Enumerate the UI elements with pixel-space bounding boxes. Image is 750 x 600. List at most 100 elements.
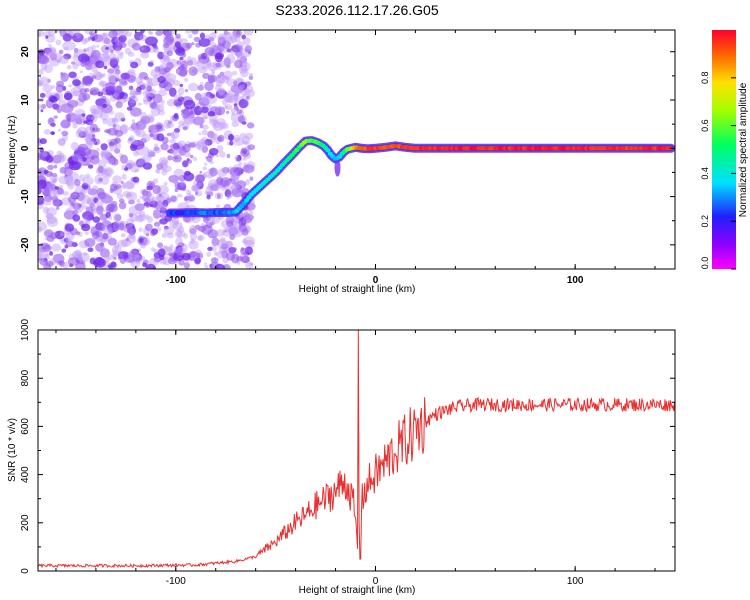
noise-dot <box>226 220 234 228</box>
noise-dot <box>185 30 191 34</box>
noise-dot <box>107 264 114 269</box>
noise-dot <box>208 148 219 156</box>
noise-dot <box>47 164 54 170</box>
noise-dot <box>186 158 190 162</box>
x-tick-label: 0 <box>373 576 379 587</box>
noise-dot <box>240 48 252 58</box>
noise-dot <box>166 149 170 153</box>
noise-dot <box>96 44 100 48</box>
noise-dot <box>140 83 150 91</box>
noise-dot <box>217 89 221 93</box>
noise-dot <box>38 49 45 56</box>
noise-dot <box>84 134 91 139</box>
y-tick-label: 0 <box>20 145 31 151</box>
noise-dot <box>177 125 182 129</box>
noise-dot <box>167 148 175 154</box>
noise-dot <box>70 210 77 216</box>
noise-dot <box>67 257 80 266</box>
noise-dot <box>170 148 178 155</box>
noise-dot <box>109 138 119 146</box>
noise-dot <box>114 47 121 54</box>
noise-dot <box>228 226 239 236</box>
colorbar-tick-label: 0.8 <box>700 72 710 85</box>
noise-dot <box>108 215 113 221</box>
noise-dot <box>226 226 233 233</box>
noise-dot <box>69 192 78 198</box>
noise-dot <box>242 164 255 174</box>
noise-dot <box>40 109 44 113</box>
y-tick-label: 10 <box>20 94 31 106</box>
noise-dot <box>210 221 215 226</box>
noise-dot <box>148 126 158 135</box>
noise-dot <box>176 60 182 65</box>
figure-title: S233.2026.112.17.26.G05 <box>275 2 438 18</box>
snr-plot-area <box>38 330 675 569</box>
y-tick-label: 800 <box>20 369 31 386</box>
noise-dot <box>177 193 183 198</box>
noise-dot <box>126 192 133 198</box>
noise-dot <box>79 174 85 182</box>
noise-dot <box>62 85 65 89</box>
noise-dot <box>223 92 236 103</box>
noise-dot <box>57 138 66 146</box>
noise-dot <box>211 69 216 74</box>
noise-dot <box>90 137 96 142</box>
noise-dot <box>169 219 179 229</box>
noise-dot <box>38 176 41 181</box>
noise-dot <box>53 164 58 169</box>
noise-dot <box>145 203 150 208</box>
noise-dot <box>92 34 104 43</box>
noise-dot <box>170 131 175 137</box>
noise-dot <box>107 68 115 74</box>
noise-dot <box>43 229 54 238</box>
noise-dot <box>230 112 240 123</box>
noise-dot <box>91 44 96 50</box>
noise-dot <box>127 51 135 57</box>
noise-dot <box>191 184 198 192</box>
noise-dot <box>53 115 58 119</box>
noise-dot <box>163 81 173 92</box>
noise-dot <box>122 190 132 198</box>
noise-dot <box>184 170 191 176</box>
noise-dot <box>239 133 247 139</box>
noise-dot <box>124 167 129 171</box>
noise-dot <box>154 66 161 73</box>
noise-dot <box>188 33 193 39</box>
noise-dot <box>118 34 127 43</box>
noise-dot <box>72 90 80 96</box>
noise-dot <box>58 99 67 108</box>
noise-dot <box>85 133 91 138</box>
noise-dot <box>74 114 81 120</box>
noise-dot <box>238 84 245 91</box>
noise-dot <box>137 120 147 130</box>
noise-dot <box>158 193 162 198</box>
noise-dot <box>76 264 84 269</box>
noise-dot <box>64 174 68 178</box>
noise-dot <box>194 92 202 101</box>
noise-dot <box>150 68 160 78</box>
noise-dot <box>140 30 145 34</box>
noise-dot <box>164 225 169 230</box>
noise-dot <box>134 255 143 264</box>
noise-dot <box>49 251 54 256</box>
noise-dot <box>56 206 60 210</box>
noise-dot <box>108 206 114 212</box>
noise-dot <box>236 109 243 115</box>
noise-dot <box>106 173 112 179</box>
noise-dot <box>241 135 251 146</box>
noise-dot <box>140 243 146 249</box>
noise-dot <box>144 214 150 220</box>
noise-dot <box>207 229 219 239</box>
noise-dot <box>139 140 144 144</box>
noise-dot <box>105 82 116 91</box>
noise-dot <box>165 73 177 83</box>
noise-dot <box>237 115 245 124</box>
x-tick-label: 0 <box>373 275 379 286</box>
noise-dot <box>178 120 185 127</box>
ridge-cell <box>325 148 331 153</box>
noise-dot <box>185 89 189 93</box>
noise-dot <box>51 177 58 184</box>
noise-dot <box>207 62 218 72</box>
noise-dot <box>216 250 227 259</box>
